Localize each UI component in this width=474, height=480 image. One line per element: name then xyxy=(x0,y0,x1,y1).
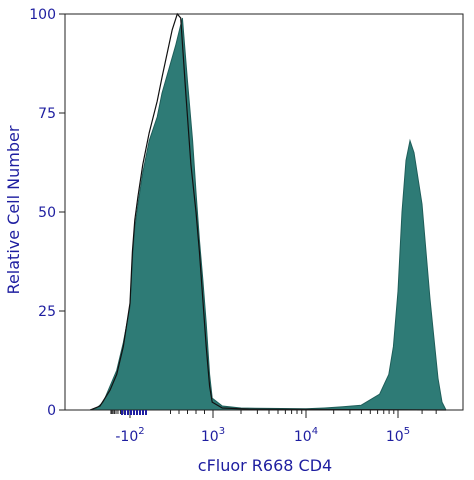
y-tick-label: 100 xyxy=(29,7,56,23)
y-tick-label: 50 xyxy=(38,205,56,221)
x-tick-label: 105 xyxy=(386,426,410,445)
x-axis: -102 103 104 105 xyxy=(110,410,437,445)
x-tick-label: 103 xyxy=(201,426,225,445)
plot-area xyxy=(89,12,447,411)
y-tick-label: 25 xyxy=(38,304,56,320)
y-tick-label: 75 xyxy=(38,106,56,122)
y-axis: 0 25 50 75 100 xyxy=(29,7,65,419)
y-tick-label: 0 xyxy=(47,403,56,419)
x-tick-label: 104 xyxy=(294,426,318,445)
x-tick-label: -102 xyxy=(115,426,144,445)
x-axis-title: cFluor R668 CD4 xyxy=(198,456,332,475)
histogram-outline-series xyxy=(89,12,447,411)
histogram-fill-series xyxy=(89,17,447,411)
y-axis-title: Relative Cell Number xyxy=(4,125,23,294)
